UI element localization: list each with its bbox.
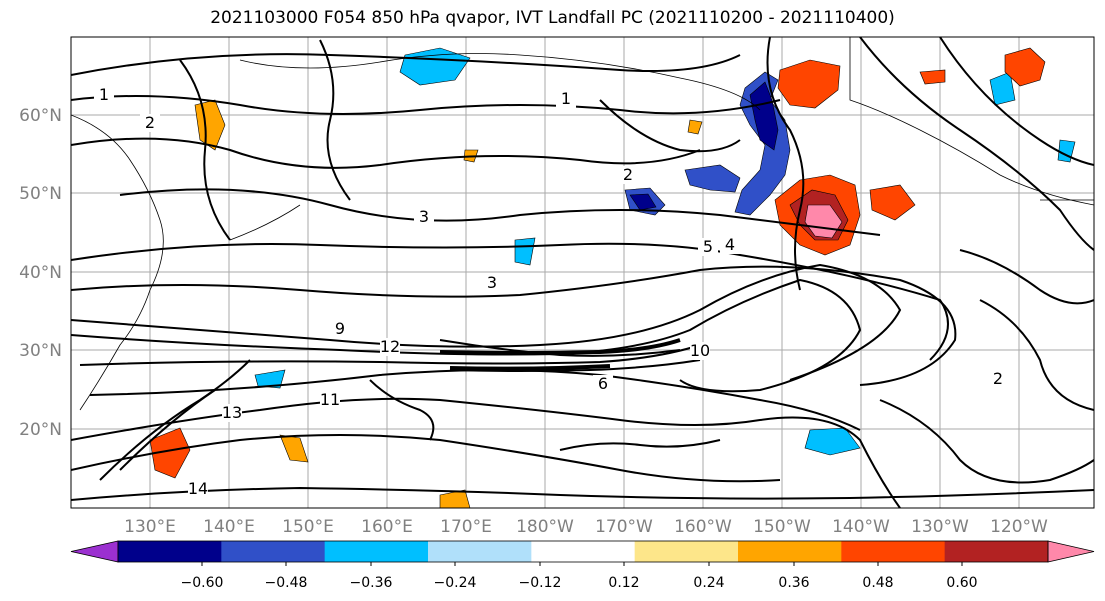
longitude-labels: 130°E 140°E 150°E 160°E 170°E 180°W 170°W 160°W… (124, 517, 1048, 537)
colorbar-extend-high (1047, 540, 1095, 563)
colorbar-tick-label: −0.48 (265, 575, 308, 591)
colorbar-tick-label: 0.48 (862, 575, 893, 591)
contour-label-background (698, 238, 718, 256)
longitude-label: 170°W (595, 517, 653, 537)
map-frame (70, 36, 1095, 509)
graticule (71, 37, 1094, 508)
contour-label-background (482, 274, 502, 292)
contour-label-background (988, 370, 1008, 388)
colorbar-tick-label: 0.24 (693, 575, 724, 591)
colorbar-swatch (738, 541, 842, 562)
contour-label: 12 (380, 337, 400, 356)
contour-label-background (414, 208, 434, 226)
contour-label: 10 (690, 341, 710, 360)
longitude-label: 160°E (361, 517, 413, 537)
latitude-label: 40°N (19, 263, 62, 283)
colorbar-swatch (221, 541, 326, 562)
contour-label-background (140, 114, 160, 132)
longitude-label: 170°E (440, 517, 492, 537)
colorbar-swatch (841, 541, 946, 562)
colorbar-swatch (531, 541, 636, 562)
contour-label-background (222, 404, 242, 422)
longitude-label: 120°W (990, 517, 1048, 537)
contour-label-background (593, 375, 613, 393)
contour-label: 11 (320, 390, 340, 409)
contour-label-background (690, 342, 710, 360)
latitude-label: 60°N (19, 106, 62, 126)
longitude-label: 140°W (832, 517, 890, 537)
contour-label: 2 (993, 369, 1003, 388)
colorbar-outline (117, 540, 1049, 563)
contour-label: 3 (487, 273, 497, 292)
colorbar-swatch (944, 541, 1049, 562)
contour-label: 13 (222, 403, 242, 422)
colorbar-tick-label: 0.60 (946, 575, 977, 591)
contour-label-background (618, 166, 638, 184)
contour-label: 3 (419, 207, 429, 226)
colorbar-swatch (118, 541, 222, 562)
longitude-label: 130°E (124, 517, 176, 537)
colorbar-tick-label: 0.12 (608, 575, 639, 591)
colorbar-swatch (634, 541, 739, 562)
contour-label: 6 (598, 374, 608, 393)
longitude-label: 150°E (282, 517, 334, 537)
colorbar-tick-label: −0.24 (434, 575, 477, 591)
longitude-label: 140°E (203, 517, 255, 537)
contour-label-background (320, 391, 340, 409)
contour-label: 2 (623, 165, 633, 184)
longitude-label: 130°W (911, 517, 969, 537)
colorbar-swatch (428, 541, 532, 562)
colorbar-swatch (324, 541, 429, 562)
contour-label-background (330, 320, 350, 338)
colorbar-extend-low (70, 540, 119, 563)
contour-label: 1 (561, 89, 571, 108)
latitude-labels: 60°N 50°N 40°N 30°N 20°N (19, 106, 62, 440)
colorbar (70, 540, 1095, 563)
contour-label-background (380, 338, 400, 356)
contour-label: 5 (703, 237, 713, 256)
latitude-label: 30°N (19, 341, 62, 361)
colorbar-tick-label: −0.36 (350, 575, 393, 591)
colorbar-tick-label: −0.60 (181, 575, 224, 591)
longitude-label: 160°W (674, 517, 732, 537)
colorbar-tick-label: 0.36 (778, 575, 809, 591)
colorbar-ticks: −0.60 −0.48 −0.36 −0.24 −0.12 0.12 0.24 0.36 0.4… (181, 562, 978, 591)
contour-label: 2 (145, 113, 155, 132)
colorbar-tick-label: −0.12 (519, 575, 562, 591)
contour-label: 4 (725, 235, 735, 254)
longitude-label: 150°W (753, 517, 811, 537)
contour-label-background (94, 86, 114, 104)
longitude-label: 180°W (516, 517, 574, 537)
contour-label: 9 (335, 319, 345, 338)
contour-label: 14 (188, 479, 208, 498)
latitude-label: 50°N (19, 184, 62, 204)
ivt-jet-core (439, 338, 681, 371)
latitude-label: 20°N (19, 420, 62, 440)
ivt-contours (71, 37, 1094, 508)
contour-label-background (720, 236, 740, 254)
contour-label-background (188, 480, 208, 498)
contour-label: 1 (99, 85, 109, 104)
contour-label-background (556, 90, 576, 108)
map-title: 2021103000 F054 850 hPa qvapor, IVT Land… (210, 8, 895, 28)
